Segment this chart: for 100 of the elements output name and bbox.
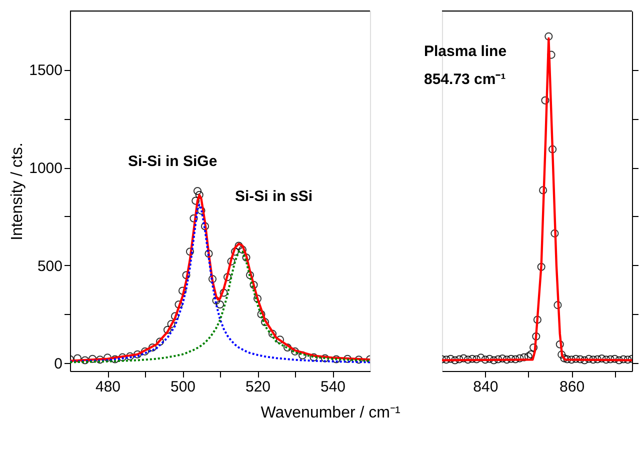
point <box>118 353 127 362</box>
point <box>550 229 559 238</box>
point <box>468 354 476 363</box>
point <box>195 190 204 199</box>
point <box>242 253 250 262</box>
point <box>610 354 619 363</box>
point <box>450 356 459 364</box>
annotation: Si-Si in SiGe <box>128 153 218 170</box>
point <box>511 355 520 364</box>
point <box>260 318 270 326</box>
point <box>446 354 455 363</box>
point <box>192 196 200 205</box>
point <box>320 354 330 362</box>
point <box>532 332 540 340</box>
point <box>216 300 224 309</box>
point <box>560 354 568 362</box>
point <box>354 356 363 364</box>
point <box>576 355 584 364</box>
point <box>174 300 183 309</box>
point <box>103 354 112 362</box>
point <box>178 286 187 295</box>
y-tick-label: 1500 <box>29 62 62 80</box>
point <box>238 246 247 254</box>
point <box>460 354 468 362</box>
point <box>490 356 498 364</box>
point <box>539 186 548 194</box>
point <box>481 356 490 364</box>
point <box>163 326 172 334</box>
point <box>212 296 220 305</box>
point <box>208 275 217 284</box>
point <box>624 356 632 364</box>
annotation: Si-Si in sSi <box>235 188 313 205</box>
y-tick-label: 500 <box>37 258 62 275</box>
point <box>126 352 134 360</box>
x-tick-label: 480 <box>95 378 121 396</box>
point <box>593 355 602 364</box>
point <box>548 145 557 154</box>
point <box>197 206 206 215</box>
point <box>516 354 524 362</box>
point <box>230 248 240 256</box>
point <box>140 347 150 356</box>
point <box>186 248 194 256</box>
point <box>133 350 142 358</box>
point <box>170 312 180 320</box>
point <box>485 354 494 363</box>
point <box>442 356 450 364</box>
point <box>530 343 538 352</box>
point <box>589 356 598 364</box>
y-tick-label: 1000 <box>29 160 62 178</box>
point <box>580 356 589 364</box>
point <box>110 355 120 364</box>
point <box>246 271 254 280</box>
point <box>556 340 564 348</box>
point <box>476 354 485 362</box>
point <box>563 355 572 364</box>
point <box>234 242 243 250</box>
x-tick-label: 540 <box>320 378 346 396</box>
point <box>520 353 528 362</box>
point <box>494 355 502 364</box>
point <box>544 32 553 40</box>
x-tick-label: 840 <box>473 378 498 396</box>
point <box>204 250 213 258</box>
point <box>276 336 284 344</box>
point <box>572 354 580 363</box>
point <box>167 320 176 328</box>
point <box>537 262 546 271</box>
point <box>193 186 202 196</box>
point <box>220 288 228 297</box>
point <box>182 271 190 280</box>
point <box>619 355 628 364</box>
point <box>602 356 610 364</box>
annotation: Plasma line 854.73 cm⁻¹ <box>424 43 507 88</box>
point <box>148 343 157 352</box>
point <box>73 354 82 362</box>
point <box>223 273 232 282</box>
point <box>558 350 566 359</box>
point <box>606 355 614 364</box>
point <box>200 222 210 230</box>
point <box>310 353 318 362</box>
point <box>615 356 624 364</box>
point <box>502 356 511 364</box>
point <box>257 310 266 318</box>
point <box>455 355 464 364</box>
point <box>250 280 258 289</box>
point <box>332 355 340 364</box>
x-tick-label: 860 <box>560 378 585 396</box>
point <box>498 354 506 363</box>
point <box>190 214 198 222</box>
point <box>598 354 606 363</box>
point <box>253 294 262 303</box>
point <box>472 355 481 364</box>
point <box>533 316 542 324</box>
point <box>156 338 164 346</box>
point <box>507 354 516 363</box>
point <box>541 96 550 104</box>
point <box>88 354 97 363</box>
point <box>464 356 472 364</box>
x-tick-label: 500 <box>170 378 196 396</box>
y-axis-title: Intensity / cts. <box>9 142 26 240</box>
line-series <box>70 250 370 364</box>
